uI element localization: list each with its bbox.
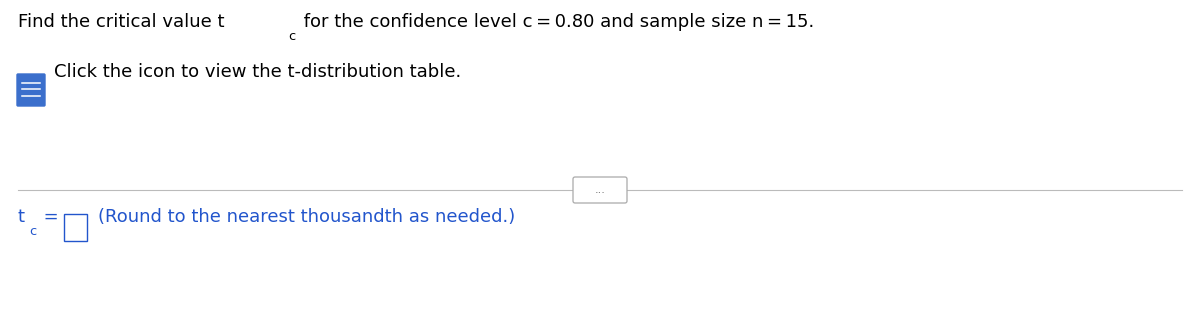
Text: Click the icon to view the t-distribution table.: Click the icon to view the t-distributio… bbox=[54, 63, 461, 81]
FancyBboxPatch shape bbox=[17, 74, 46, 106]
Text: Find the critical value t: Find the critical value t bbox=[18, 13, 224, 31]
Text: c: c bbox=[288, 30, 295, 43]
FancyBboxPatch shape bbox=[64, 214, 86, 241]
Text: for the confidence level c = 0.80 and sample size n = 15.: for the confidence level c = 0.80 and sa… bbox=[298, 13, 814, 31]
Text: ...: ... bbox=[594, 185, 606, 195]
Text: (Round to the nearest thousandth as needed.): (Round to the nearest thousandth as need… bbox=[98, 208, 516, 226]
Text: t: t bbox=[18, 208, 25, 226]
FancyBboxPatch shape bbox=[574, 177, 628, 203]
Text: =: = bbox=[40, 208, 59, 226]
Text: c: c bbox=[29, 225, 36, 238]
